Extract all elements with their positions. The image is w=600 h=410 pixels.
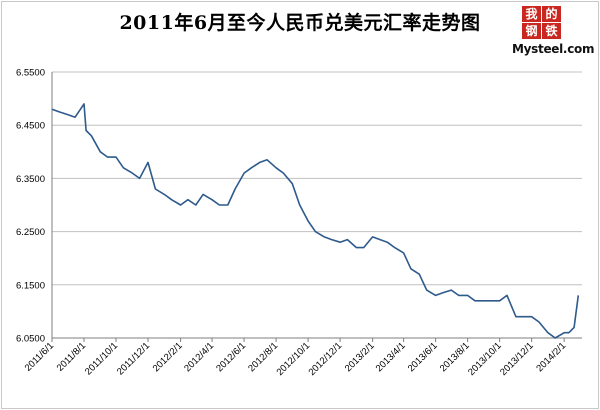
x-tick-label: 2012/12/1 (307, 340, 345, 378)
x-tick-label: 2013/6/1 (406, 340, 440, 374)
x-tick-label: 2011/6/1 (23, 340, 56, 373)
chart-title: 2011年6月至今人民币兑美元汇率走势图 (119, 12, 481, 34)
x-tick-label: 2012/4/1 (182, 340, 216, 374)
logo-wordmark: Mysteel.com (512, 42, 595, 56)
x-tick-label: 2012/2/1 (151, 340, 185, 374)
exchange-rate-line (51, 103, 580, 339)
y-tick-label: 6.3500 (16, 174, 45, 185)
y-tick-label: 6.4500 (16, 121, 45, 132)
x-tick-label: 2012/6/1 (214, 340, 248, 374)
x-tick-label: 2013/12/1 (498, 340, 536, 378)
x-tick-label: 2012/10/1 (275, 340, 313, 378)
x-tick-label: 2013/2/1 (343, 340, 377, 374)
y-tick-label: 6.1500 (16, 280, 45, 291)
x-tick-label: 2013/10/1 (466, 340, 504, 378)
logo-char: 的 (542, 6, 561, 22)
logo-char: 钢 (522, 23, 541, 39)
y-tick-label: 6.0500 (16, 334, 45, 345)
y-tick-label: 6.2500 (16, 227, 45, 238)
x-tick-label: 2013/4/1 (374, 340, 408, 374)
logo-char: 铁 (542, 23, 561, 39)
x-tick-label: 2011/12/1 (115, 340, 152, 377)
y-tick-label: 6.5500 (16, 68, 45, 79)
logo-char: 我 (522, 6, 541, 22)
x-tick-label: 2014/2/1 (534, 340, 568, 374)
x-tick-label: 2011/10/1 (83, 340, 120, 377)
mysteel-logo: 我 的 钢 铁 Mysteel.com (512, 6, 595, 58)
